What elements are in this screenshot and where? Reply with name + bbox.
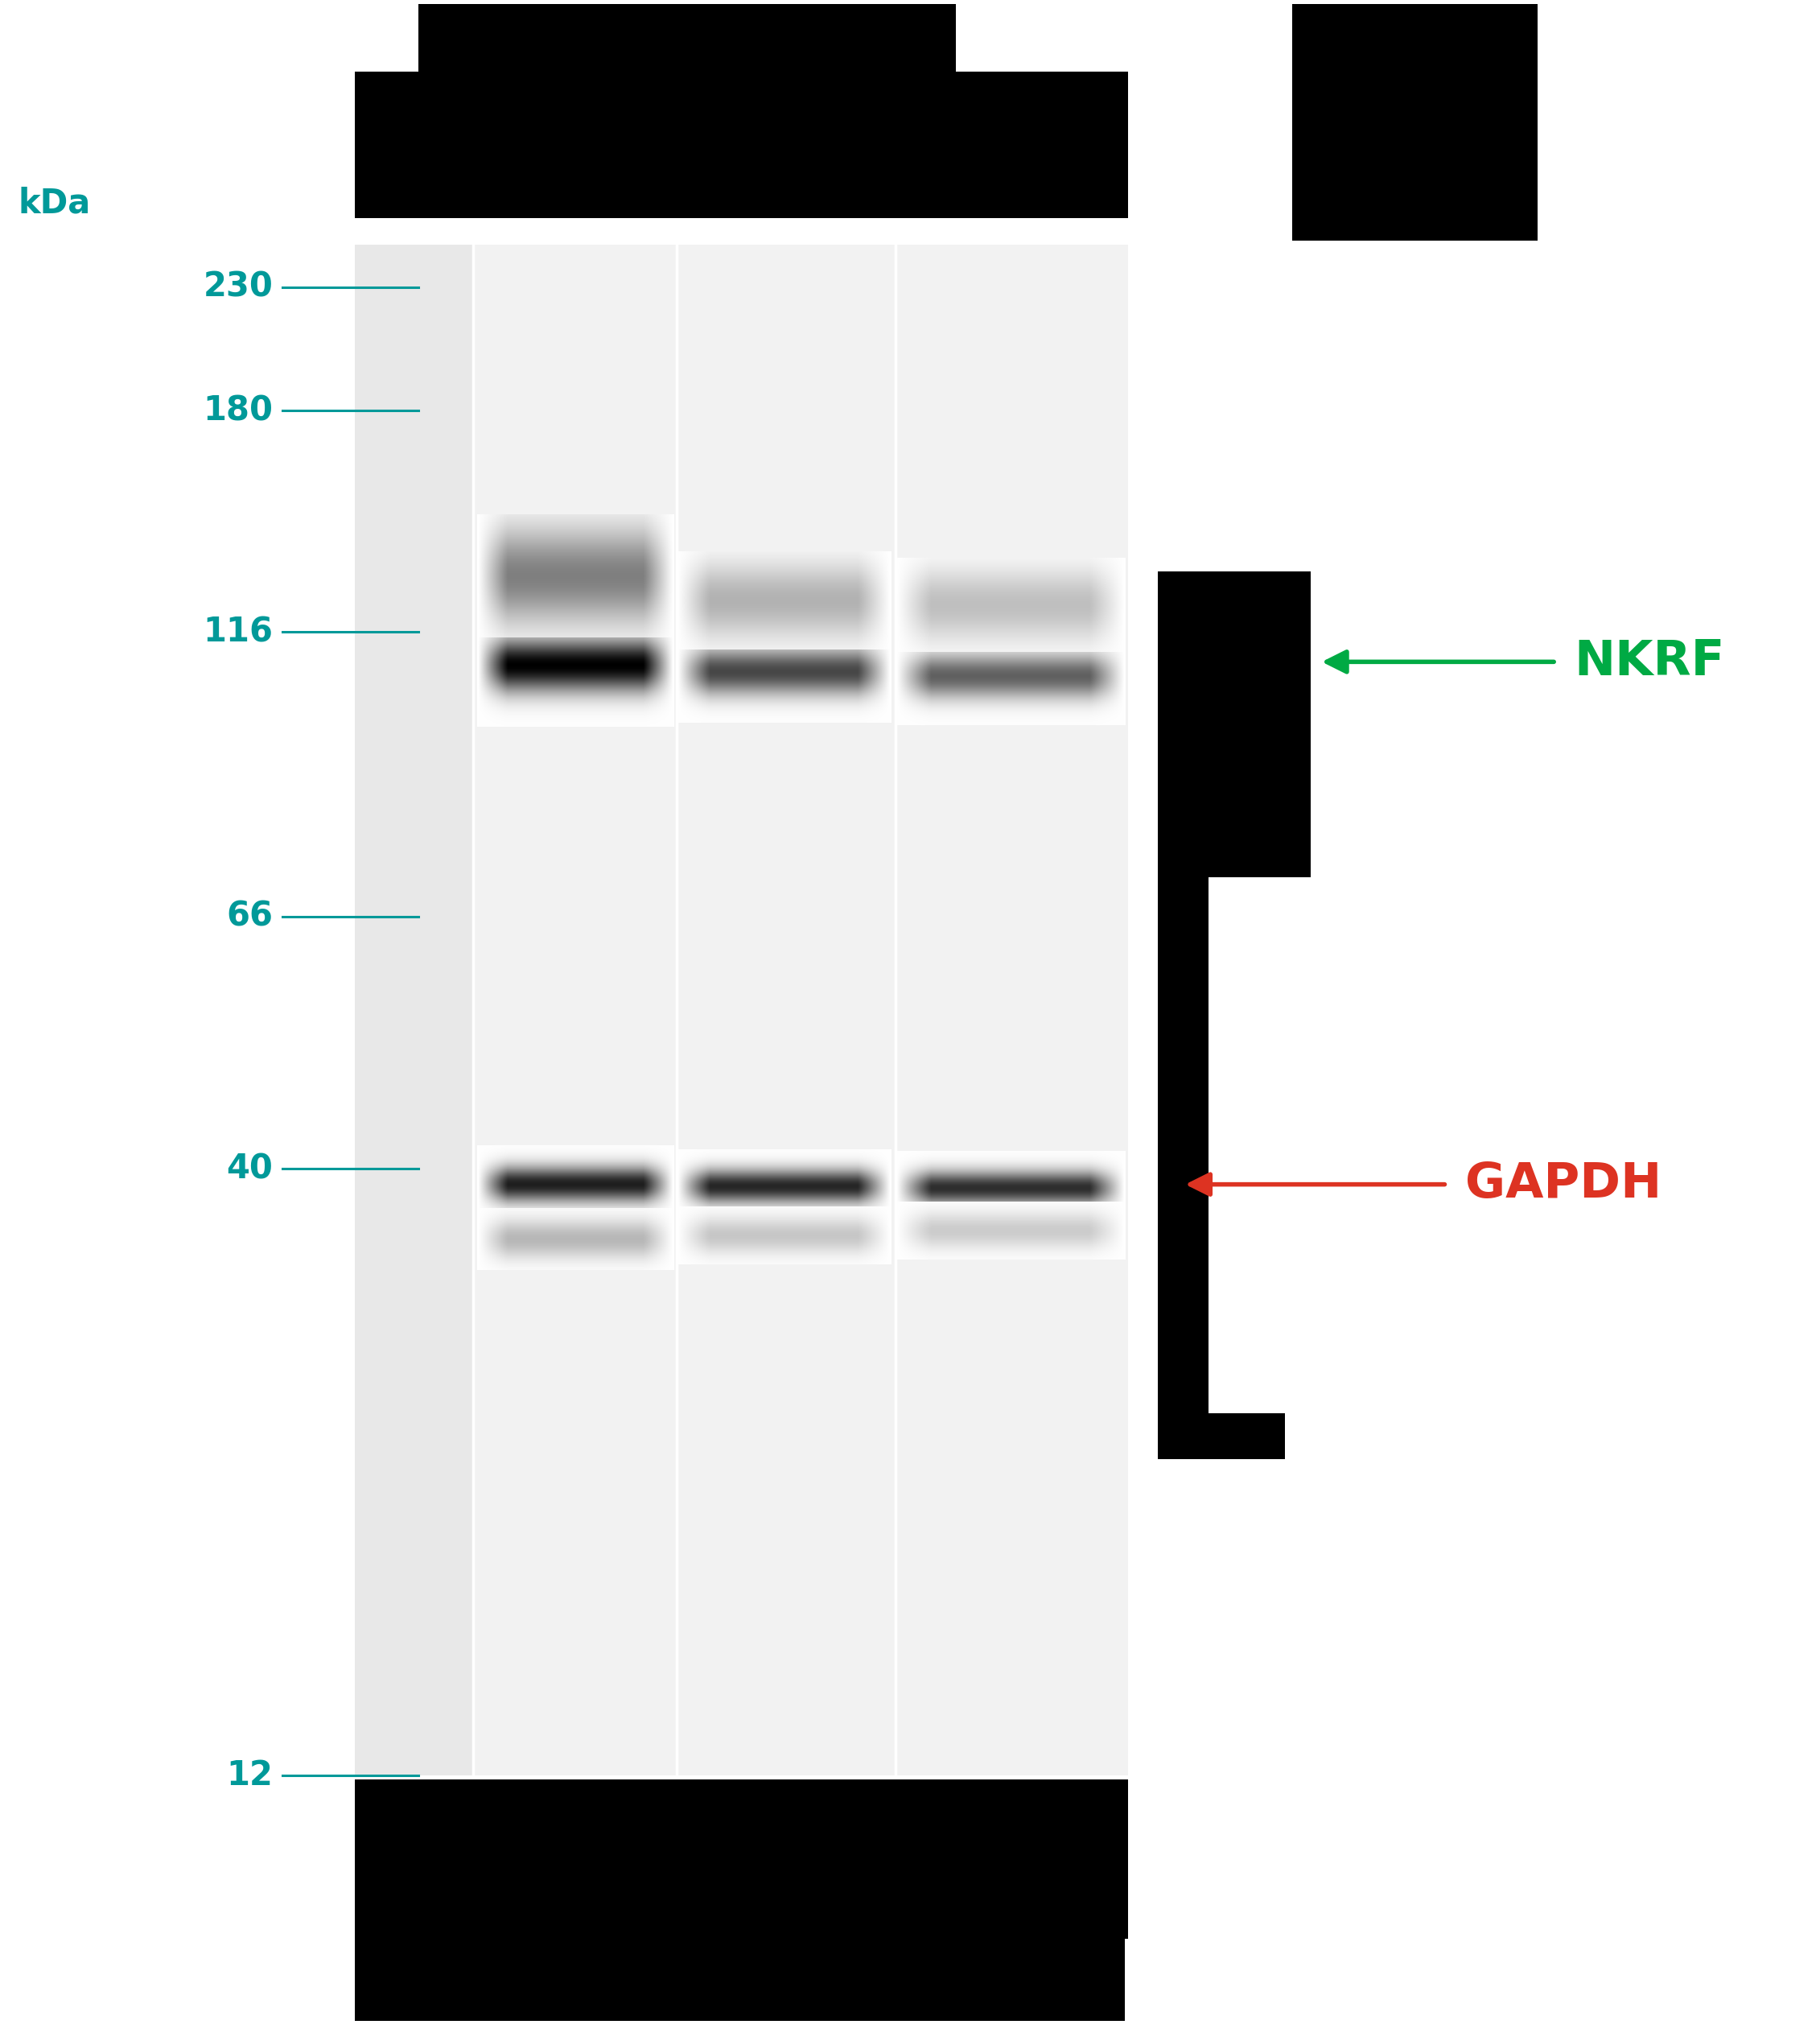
Bar xyxy=(419,1939,1125,2021)
Text: 40: 40 xyxy=(226,1151,273,1186)
Text: kDa: kDa xyxy=(18,186,91,220)
Text: 230: 230 xyxy=(204,269,273,304)
Bar xyxy=(473,245,1128,1776)
Text: 66: 66 xyxy=(226,900,273,933)
Bar xyxy=(895,1939,1125,2021)
Bar xyxy=(355,71,473,76)
Text: 180: 180 xyxy=(204,394,273,427)
Bar xyxy=(1158,571,1310,878)
Bar xyxy=(355,245,473,1776)
Text: 116: 116 xyxy=(204,614,273,649)
Text: 12: 12 xyxy=(226,1759,273,1792)
Bar xyxy=(355,1780,1128,1939)
Text: GAPDH: GAPDH xyxy=(1465,1161,1662,1208)
Bar xyxy=(1158,1414,1285,1459)
Bar xyxy=(419,4,956,218)
Bar xyxy=(1158,571,1208,1459)
Text: NKRF: NKRF xyxy=(1574,639,1725,686)
Bar xyxy=(1292,4,1538,241)
Bar xyxy=(355,1939,477,2021)
Bar xyxy=(355,71,1128,218)
